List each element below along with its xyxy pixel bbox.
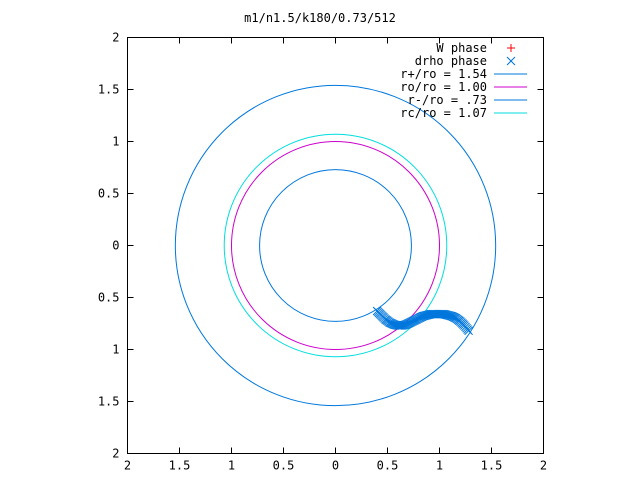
legend-label: r-/ro = .73 [408,93,487,107]
circle-curves [174,84,497,407]
y-tick-label-8: 2 [112,31,119,45]
x-tick-label-6: 1 [436,459,443,473]
circle-0 [174,84,497,407]
legend-item-0: W phase [436,41,515,55]
y-tick-label-4: 0 [112,239,119,253]
y-tick-label-7: 1.5 [98,83,120,97]
legend-label: W phase [436,41,487,55]
legend-label: drho phase [415,54,487,68]
legend-label: rc/ro = 1.07 [400,106,487,120]
y-tick-labels: 2 1.5 1 0.5 0 0.5 1 1.5 2 [98,31,120,461]
y-tick-label-1: 1.5 [98,395,120,409]
legend-label: r+/ro = 1.54 [400,67,487,81]
x-tick-label-4: 0 [332,459,339,473]
circle-3 [223,133,448,358]
legend-item-3: ro/ro = 1.00 [400,80,527,94]
legend-item-5: rc/ro = 1.07 [400,106,527,120]
legend-item-4: r-/ro = .73 [408,93,527,107]
x-tick-label-7: 1.5 [481,459,503,473]
y-tick-label-2: 1 [112,343,119,357]
chart-title: m1/n1.5/k180/0.73/512 [244,11,396,25]
legend-item-2: r+/ro = 1.54 [400,67,527,81]
drho-point-22 [464,326,473,336]
circle-1 [231,141,440,350]
x-tick-label-3: 0.5 [273,459,295,473]
y-tick-label-5: 0.5 [98,187,120,201]
x-tick-label-1: 1.5 [169,459,191,473]
y-tick-label-6: 1 [112,135,119,149]
drho-phase-points [372,306,473,336]
x-tick-label-8: 2 [540,459,547,473]
y-tick-label-0: 2 [112,447,119,461]
circle-2 [259,169,412,322]
legend-item-1: drho phase [415,54,516,68]
x-tick-label-5: 0.5 [377,459,399,473]
legend-marker-cross [506,56,516,66]
x-tick-label-0: 2 [124,459,131,473]
x-tick-labels: 2 1.5 1 0.5 0 0.5 1 1.5 2 [124,459,547,473]
plot-frame [127,37,544,454]
y-tick-label-3: 0.5 [98,291,120,305]
legend-label: ro/ro = 1.00 [400,80,487,94]
x-tick-label-2: 1 [228,459,235,473]
